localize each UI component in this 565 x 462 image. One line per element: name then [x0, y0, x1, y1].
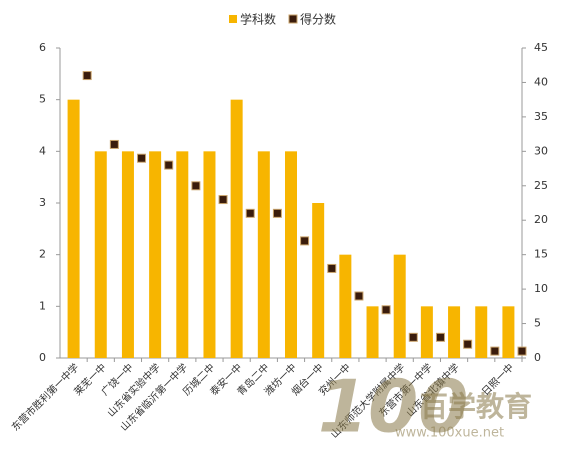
watermark-url: www.100xue.net — [395, 426, 504, 441]
legend-swatch — [229, 15, 237, 23]
bar — [339, 254, 352, 358]
point — [245, 208, 255, 218]
bar — [502, 306, 515, 358]
y2-tick-label: 20 — [534, 213, 548, 226]
legend-label: 得分数 — [300, 12, 336, 27]
point — [82, 71, 92, 81]
y2-tick-label: 5 — [534, 317, 541, 330]
point — [272, 208, 282, 218]
watermark-logo: 100 — [318, 365, 468, 449]
bar — [149, 151, 162, 358]
y2-tick-label: 25 — [534, 179, 548, 192]
point — [490, 346, 500, 356]
bar — [420, 306, 433, 358]
point — [463, 339, 473, 349]
y-tick-label: 4 — [39, 144, 46, 157]
y-tick-label: 1 — [39, 299, 46, 312]
bar — [312, 203, 325, 358]
bar — [176, 151, 189, 358]
bar — [230, 99, 243, 359]
y2-tick-label: 0 — [534, 351, 541, 364]
bar — [285, 151, 297, 358]
watermark-brand: 百学教育 — [420, 390, 532, 423]
bar — [203, 151, 216, 358]
point — [354, 291, 364, 301]
y2-tick-label: 45 — [534, 41, 548, 54]
point — [408, 332, 418, 342]
point — [164, 160, 174, 170]
bar — [393, 254, 406, 358]
y2-tick-label: 15 — [534, 248, 548, 261]
y-tick-label: 0 — [39, 351, 46, 364]
y-tick-label: 6 — [39, 41, 46, 54]
point — [109, 139, 119, 149]
point — [191, 181, 201, 191]
y2-tick-label: 10 — [534, 282, 548, 295]
y2-tick-label: 35 — [534, 110, 548, 123]
bar — [366, 306, 379, 358]
legend-swatch — [288, 14, 298, 24]
bar — [475, 306, 488, 358]
point — [137, 153, 147, 163]
point — [381, 305, 391, 315]
legend-label: 学科数 — [240, 12, 276, 27]
point — [435, 332, 445, 342]
y-tick-label: 2 — [39, 248, 46, 261]
point — [327, 263, 337, 273]
point — [300, 236, 310, 246]
point — [218, 195, 228, 205]
bar — [448, 306, 461, 358]
y2-tick-label: 30 — [534, 144, 548, 157]
x-tick-label: 东营市胜利第一中学 — [9, 361, 82, 434]
y2-tick-label: 40 — [534, 75, 548, 88]
bar — [94, 151, 107, 358]
point — [517, 346, 527, 356]
bar — [67, 99, 80, 359]
bar — [121, 151, 134, 358]
y-tick-label: 3 — [39, 196, 46, 209]
y-tick-label: 5 — [39, 93, 46, 106]
bar — [257, 151, 270, 358]
